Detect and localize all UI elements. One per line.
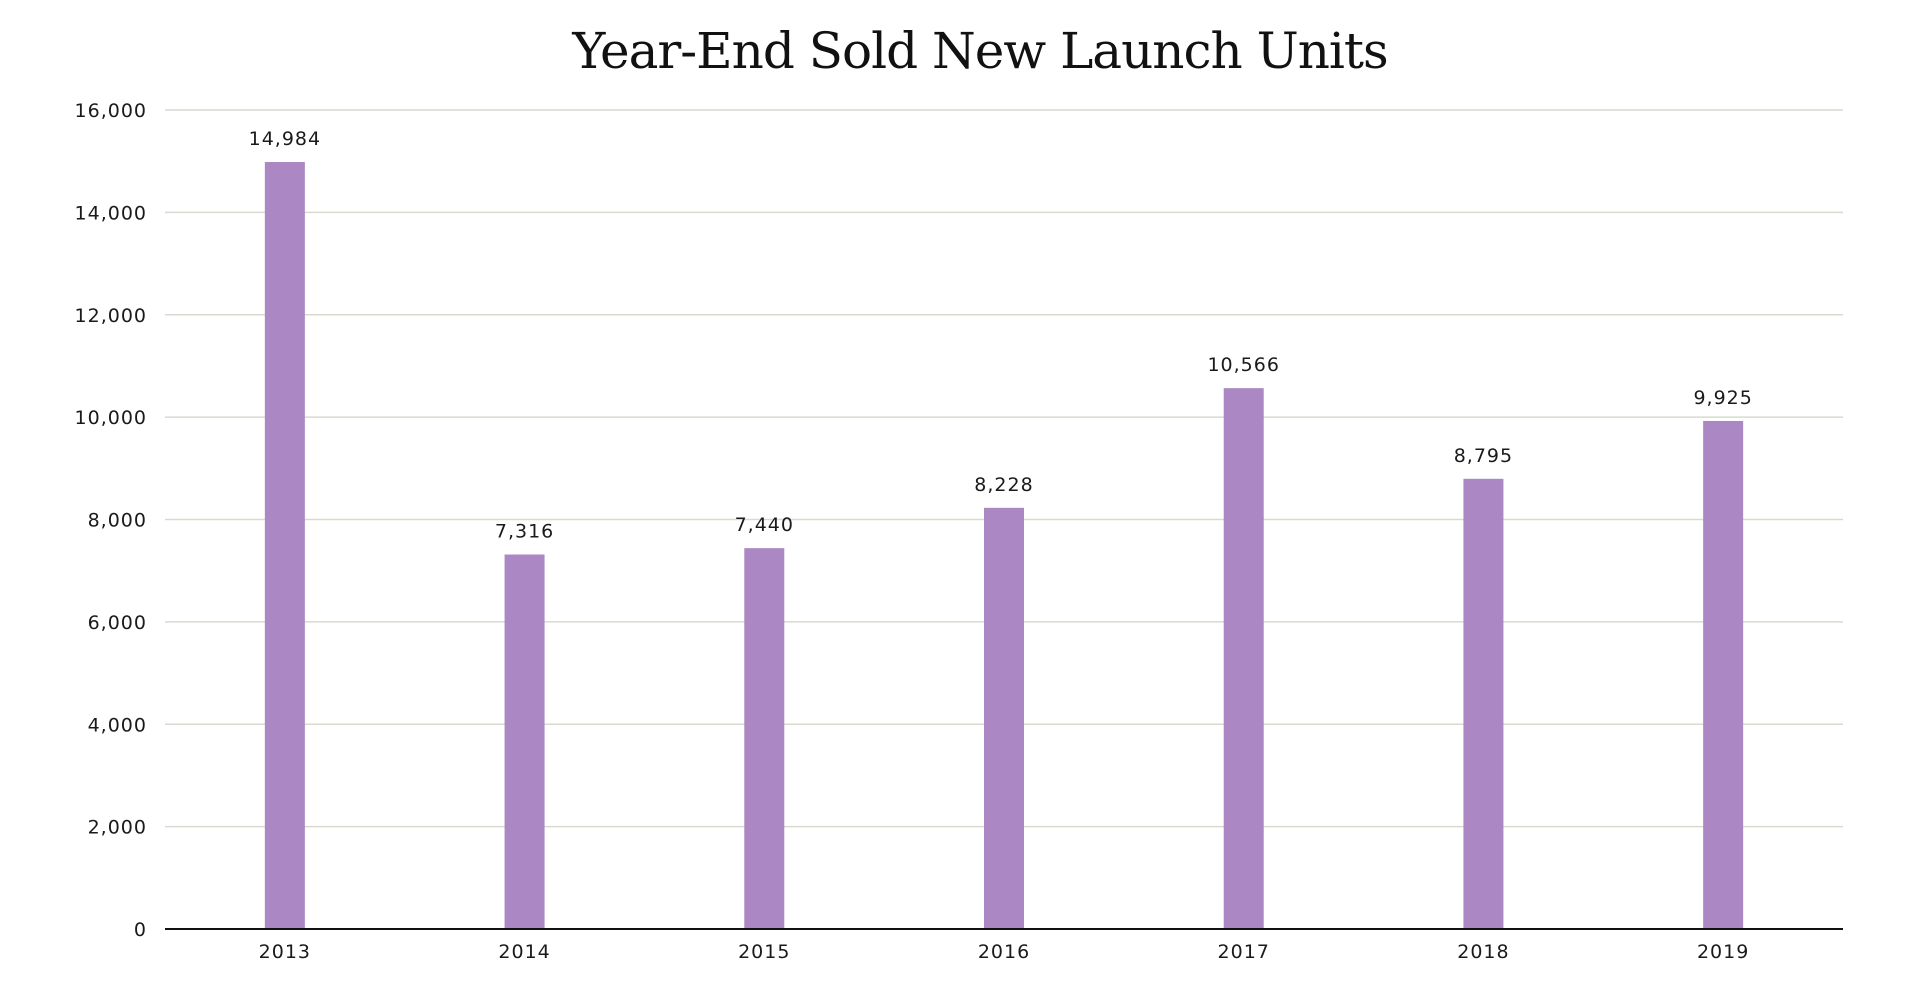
x-tick-label: 2016 [978,941,1030,963]
y-tick-label: 14,000 [75,202,147,224]
data-label: 8,228 [974,474,1033,496]
data-label: 10,566 [1207,354,1279,376]
y-tick-label: 0 [134,919,147,941]
y-tick-label: 12,000 [75,305,147,327]
data-label: 14,984 [249,128,321,150]
bar [1223,388,1264,930]
x-tick-label: 2013 [259,941,311,963]
data-label: 8,795 [1454,445,1513,467]
data-label: 7,316 [495,521,554,543]
y-tick-label: 6,000 [88,612,147,634]
y-tick-label: 2,000 [88,817,147,839]
y-tick-label: 10,000 [75,407,147,429]
bar [264,162,305,930]
bar [1703,420,1744,929]
bar [1463,478,1504,929]
x-tick-label: 2017 [1218,941,1270,963]
data-label: 9,925 [1693,387,1752,409]
bar [984,507,1024,929]
chart-title: Year-End Sold New Launch Units [572,22,1388,80]
x-tick-label: 2019 [1697,941,1749,963]
data-label: 7,440 [735,514,794,536]
y-tick-label: 8,000 [88,510,147,532]
x-tick-label: 2015 [738,941,790,963]
bar [744,548,785,929]
x-tick-label: 2018 [1457,941,1509,963]
y-tick-label: 16,000 [75,100,147,122]
y-tick-label: 4,000 [88,714,147,736]
x-tick-label: 2014 [498,941,550,963]
bar [504,554,545,929]
